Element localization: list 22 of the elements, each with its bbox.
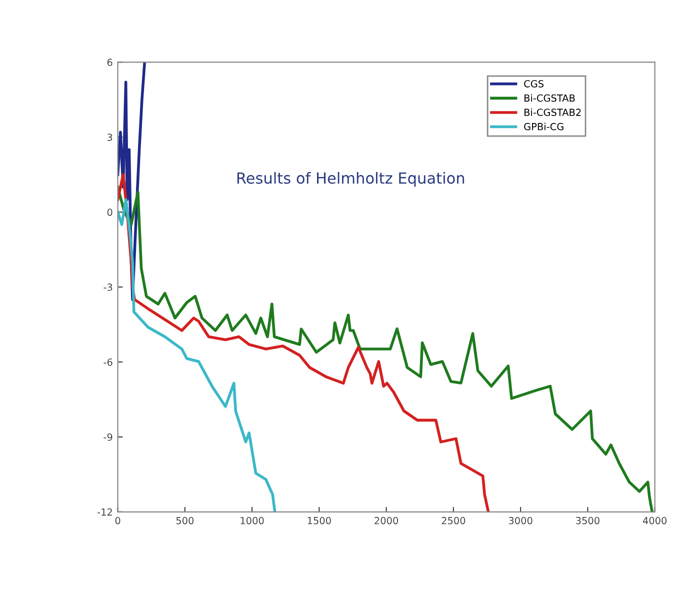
x-tick-label: 3000	[508, 516, 532, 524]
x-tick-label: 4000	[642, 516, 667, 524]
annotation: Results of Helmholtz Equation	[237, 172, 464, 187]
legend-label: Bi-CGSTAB2	[524, 108, 581, 116]
x-tick-label: 0	[115, 516, 120, 524]
x-tick-label: 500	[176, 516, 194, 524]
legend-label: CGS	[524, 80, 544, 88]
y-tick-label: -3	[104, 284, 112, 291]
line-series	[118, 198, 276, 512]
x-tick-label: 2000	[374, 516, 398, 524]
x-tick-label: 1000	[240, 516, 264, 524]
x-tick-label: 1500	[308, 516, 331, 524]
y-tick-label: -9	[104, 433, 112, 441]
legend-label: Bi-CGSTAB	[524, 94, 575, 102]
y-tick-label: -12	[98, 508, 112, 516]
y-tick-label: 0	[107, 208, 112, 216]
legend-label: GPBi-CG	[524, 122, 564, 130]
x-tick-label: 2500	[442, 516, 466, 524]
y-tick-label: 3	[107, 134, 112, 141]
y-tick-label: -6	[104, 358, 112, 366]
x-tick-label: 3500	[576, 516, 600, 524]
y-tick-label: 6	[107, 58, 112, 66]
